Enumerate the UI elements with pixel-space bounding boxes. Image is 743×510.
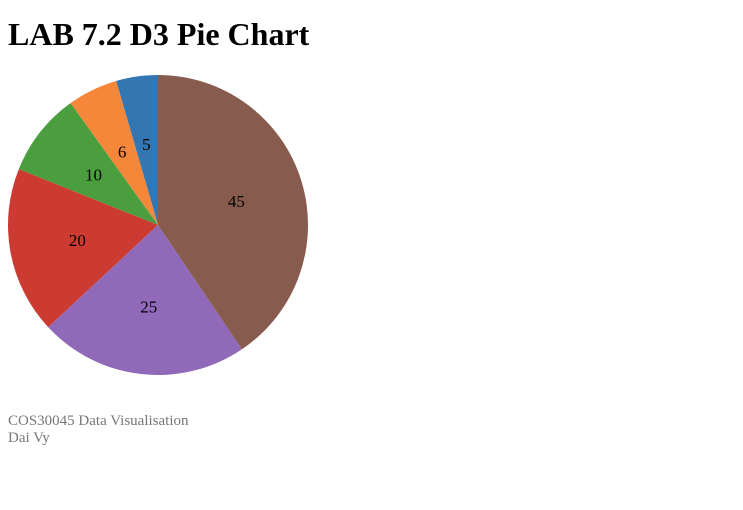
- pie-slice-20: [8, 169, 159, 328]
- pie-label-10: 10: [85, 165, 102, 184]
- footer-course: COS30045 Data Visualisation: [8, 413, 189, 429]
- pie-slice-25: [48, 225, 242, 376]
- pie-label-20: 20: [69, 231, 86, 250]
- pie-slice-10: [18, 103, 158, 225]
- footer-author: Dai Vy: [8, 430, 50, 446]
- page-title: LAB 7.2 D3 Pie Chart: [8, 16, 310, 52]
- pie-slice-45: [158, 75, 309, 350]
- pie-slice-5: [116, 75, 158, 225]
- pie-label-25: 25: [140, 297, 157, 316]
- pie-label-6: 6: [118, 142, 127, 161]
- pie-label-45: 45: [228, 192, 245, 211]
- pie-group: 56 10 20 25 45: [8, 75, 309, 376]
- pie-label-5: 5: [142, 135, 151, 154]
- pie-slice-6: [70, 80, 158, 225]
- pie-chart: 56 10 20 25 45: [8, 75, 309, 376]
- footer: COS30045 Data Visualisation Dai Vy: [8, 413, 188, 447]
